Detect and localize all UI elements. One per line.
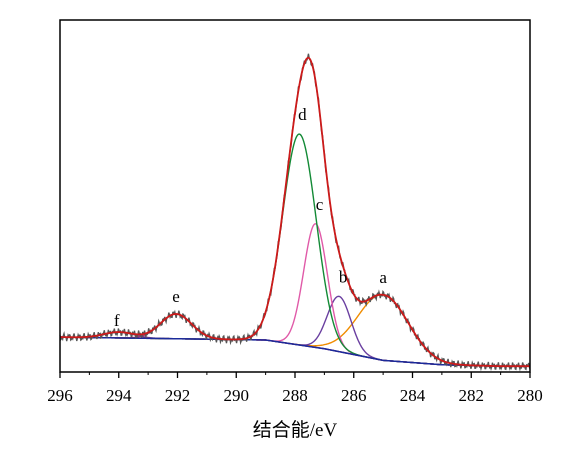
x-tick-label-288: 288 (282, 386, 308, 405)
peak-label-c: c (316, 195, 324, 214)
x-axis-label: 结合能/eV (253, 419, 338, 441)
envelope-line (59, 56, 530, 368)
x-tick-label-280: 280 (517, 386, 543, 405)
peak-label-e: e (172, 287, 180, 306)
x-tick-label-296: 296 (47, 386, 73, 405)
background-line (59, 336, 530, 367)
series-layer (59, 53, 531, 372)
label-layer: a b c d e f (114, 105, 387, 330)
x-tick-label-292: 292 (165, 386, 191, 405)
axis-layer: 296 294 292 290 288 286 284 282 280 (47, 19, 543, 405)
x-tick-label-294: 294 (106, 386, 132, 405)
x-tick-label-286: 286 (341, 386, 367, 405)
peak-label-b: b (339, 267, 348, 286)
peak-label-f: f (114, 311, 120, 330)
peak-label-d: d (298, 105, 307, 124)
x-tick-label-290: 290 (224, 386, 250, 405)
raw-data-line (59, 53, 531, 372)
peak-d-line (59, 133, 530, 367)
x-tick-label-282: 282 (459, 386, 485, 405)
peak-e-line (59, 313, 530, 367)
peak-b-line (59, 295, 530, 367)
peak-label-a: a (379, 268, 387, 287)
x-tick-label-284: 284 (400, 386, 426, 405)
peak-a-line (59, 294, 530, 367)
